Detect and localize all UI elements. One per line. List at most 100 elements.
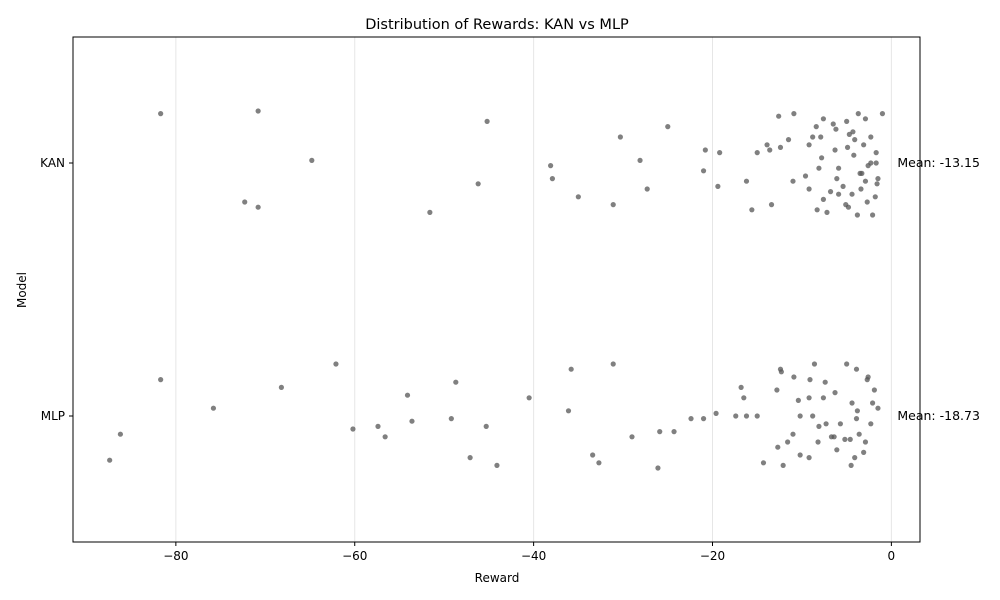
point-kan bbox=[637, 157, 643, 163]
point-kan bbox=[575, 194, 581, 200]
y-axis-ticks: KAN MLP bbox=[40, 156, 73, 423]
point-mlp bbox=[494, 462, 500, 468]
point-mlp bbox=[404, 392, 411, 398]
point-kan bbox=[873, 150, 879, 156]
point-mlp bbox=[862, 439, 869, 445]
point-kan bbox=[862, 178, 869, 184]
point-kan bbox=[700, 168, 707, 174]
point-kan bbox=[862, 116, 869, 122]
point-mlp bbox=[868, 421, 874, 427]
point-kan bbox=[849, 191, 855, 197]
mean-label-mlp: Mean: -18.73 bbox=[897, 408, 980, 423]
point-kan bbox=[749, 207, 755, 213]
point-mlp bbox=[107, 457, 113, 463]
x-tick-label: −20 bbox=[700, 549, 725, 563]
point-mlp bbox=[828, 434, 835, 440]
point-mlp bbox=[657, 429, 663, 435]
mean-label-kan: Mean: -13.15 bbox=[897, 155, 980, 170]
point-kan bbox=[855, 111, 861, 117]
point-kan bbox=[819, 155, 825, 161]
point-kan bbox=[873, 160, 879, 166]
point-kan bbox=[869, 212, 876, 218]
point-kan bbox=[836, 191, 842, 197]
point-mlp bbox=[565, 408, 572, 414]
point-mlp bbox=[852, 455, 858, 461]
point-mlp bbox=[733, 413, 739, 419]
point-mlp bbox=[350, 426, 356, 432]
point-mlp bbox=[483, 423, 489, 429]
point-mlp bbox=[760, 460, 767, 466]
point-kan bbox=[548, 163, 554, 169]
plot-frame bbox=[72, 36, 921, 543]
point-mlp bbox=[741, 395, 747, 401]
mean-labels: Mean: -13.15 Mean: -18.73 bbox=[897, 155, 980, 423]
point-mlp bbox=[790, 431, 796, 437]
point-kan bbox=[864, 199, 870, 205]
point-kan bbox=[844, 118, 850, 124]
point-mlp bbox=[807, 377, 813, 383]
point-mlp bbox=[822, 379, 828, 385]
x-gridlines bbox=[175, 37, 892, 542]
point-kan bbox=[768, 202, 775, 208]
point-mlp bbox=[382, 434, 388, 440]
point-mlp bbox=[775, 444, 781, 450]
point-mlp bbox=[837, 421, 843, 427]
point-mlp bbox=[671, 429, 677, 435]
point-kan bbox=[158, 111, 164, 117]
point-kan bbox=[790, 178, 796, 184]
point-kan bbox=[255, 204, 261, 210]
point-kan bbox=[814, 207, 820, 213]
point-kan bbox=[832, 147, 838, 153]
point-mlp bbox=[610, 361, 616, 367]
point-kan bbox=[785, 137, 792, 143]
point-mlp bbox=[526, 395, 532, 401]
point-mlp bbox=[816, 423, 822, 429]
point-kan bbox=[844, 144, 851, 150]
point-kan bbox=[861, 142, 867, 148]
point-kan bbox=[851, 152, 857, 158]
x-axis-ticks: −80 −60 −40 −20 0 bbox=[163, 542, 895, 563]
point-mlp bbox=[375, 423, 381, 429]
point-kan bbox=[791, 111, 797, 117]
point-mlp bbox=[158, 377, 164, 383]
point-kan bbox=[858, 186, 864, 192]
point-mlp bbox=[797, 413, 803, 419]
point-kan bbox=[854, 212, 860, 218]
point-kan bbox=[840, 183, 846, 189]
point-kan bbox=[777, 144, 784, 150]
point-kan bbox=[818, 134, 824, 140]
point-mlp bbox=[854, 408, 860, 414]
point-mlp bbox=[853, 366, 860, 372]
point-mlp bbox=[448, 416, 454, 422]
point-mlp bbox=[871, 387, 877, 393]
point-mlp bbox=[117, 431, 124, 437]
point-mlp bbox=[820, 395, 827, 401]
point-kan bbox=[754, 150, 760, 156]
point-mlp bbox=[743, 413, 750, 419]
point-kan bbox=[610, 202, 616, 208]
point-kan bbox=[850, 129, 856, 135]
point-mlp bbox=[568, 366, 574, 372]
point-kan bbox=[767, 147, 773, 153]
point-mlp bbox=[848, 462, 854, 468]
point-kan bbox=[715, 183, 721, 189]
point-mlp bbox=[596, 460, 602, 466]
point-mlp bbox=[849, 400, 855, 406]
chart-title: Distribution of Rewards: KAN vs MLP bbox=[365, 17, 629, 33]
point-mlp bbox=[590, 452, 596, 458]
point-kan bbox=[806, 186, 812, 192]
point-mlp bbox=[806, 395, 812, 401]
point-kan bbox=[879, 111, 886, 117]
point-kan bbox=[830, 121, 836, 127]
point-mlp bbox=[629, 434, 635, 440]
point-kan bbox=[644, 186, 650, 192]
point-kan bbox=[824, 209, 830, 215]
point-kan bbox=[802, 173, 809, 179]
point-mlp bbox=[875, 405, 881, 411]
y-tick-label-kan: KAN bbox=[40, 156, 65, 170]
point-mlp bbox=[834, 447, 840, 453]
point-kan bbox=[475, 181, 481, 187]
point-kan bbox=[813, 124, 819, 130]
point-mlp bbox=[778, 369, 784, 375]
